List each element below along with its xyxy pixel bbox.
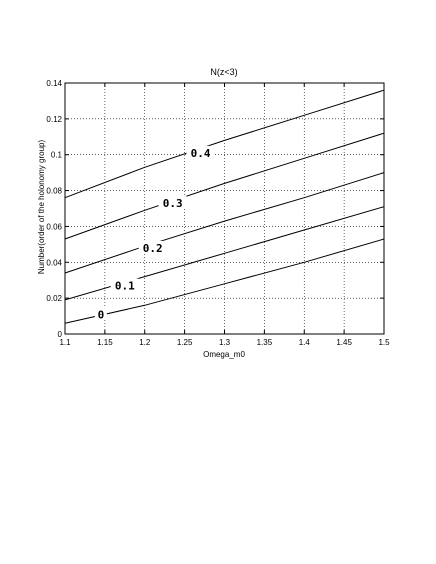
x-tick-label: 1.15 bbox=[97, 338, 113, 347]
contour-labels: 0 0.1 0.2 0.3 0.4 bbox=[94, 145, 215, 321]
grid bbox=[65, 83, 384, 334]
y-tick-label: 0.06 bbox=[46, 222, 62, 231]
contour-line bbox=[64, 89, 385, 199]
contour-label-bg bbox=[138, 240, 167, 253]
x-tick-label: 1.3 bbox=[219, 338, 231, 347]
x-tick-label: 1.25 bbox=[177, 338, 193, 347]
x-tick-label: 1.4 bbox=[299, 338, 311, 347]
x-tick-label: 1.2 bbox=[139, 338, 151, 347]
y-tick-label: 0 bbox=[58, 330, 63, 339]
contour-label: 0.4 bbox=[191, 147, 211, 160]
y-tick-label: 0.1 bbox=[51, 151, 63, 160]
contour-lines bbox=[64, 89, 385, 324]
contour-label-bg bbox=[186, 145, 215, 158]
y-tick-label: 0.08 bbox=[46, 187, 62, 196]
x-tick-label: 1.5 bbox=[378, 338, 390, 347]
contour-label-bg bbox=[110, 278, 139, 291]
y-tick-label: 0.14 bbox=[46, 79, 62, 88]
contour-line bbox=[64, 172, 385, 274]
contour-label-bg bbox=[158, 196, 187, 209]
x-axis-label: Omega_m0 bbox=[203, 350, 245, 359]
contour-label: 0 bbox=[98, 308, 105, 321]
contour-label-bg bbox=[94, 307, 107, 320]
contour-label: 0.1 bbox=[115, 280, 135, 293]
y-tick-label: 0.12 bbox=[46, 115, 62, 124]
contour-label: 0.2 bbox=[143, 242, 163, 255]
axis-ticks: 1.1 1.15 1.2 1.25 1.3 1.35 1.4 1.45 1.5 0 0.02 0.04… bbox=[46, 79, 390, 347]
chart-title: N(z<3) bbox=[210, 67, 237, 77]
y-tick-label: 0.04 bbox=[46, 258, 62, 267]
contour-label: 0.3 bbox=[163, 197, 183, 210]
y-axis-label: Number(order of the holonomy group) bbox=[37, 140, 46, 275]
y-tick-label: 0.02 bbox=[46, 294, 62, 303]
x-tick-label: 1.35 bbox=[257, 338, 273, 347]
contour-line bbox=[64, 238, 385, 324]
contour-line bbox=[64, 132, 385, 240]
x-tick-label: 1.45 bbox=[336, 338, 352, 347]
x-tick-label: 1.1 bbox=[59, 338, 71, 347]
